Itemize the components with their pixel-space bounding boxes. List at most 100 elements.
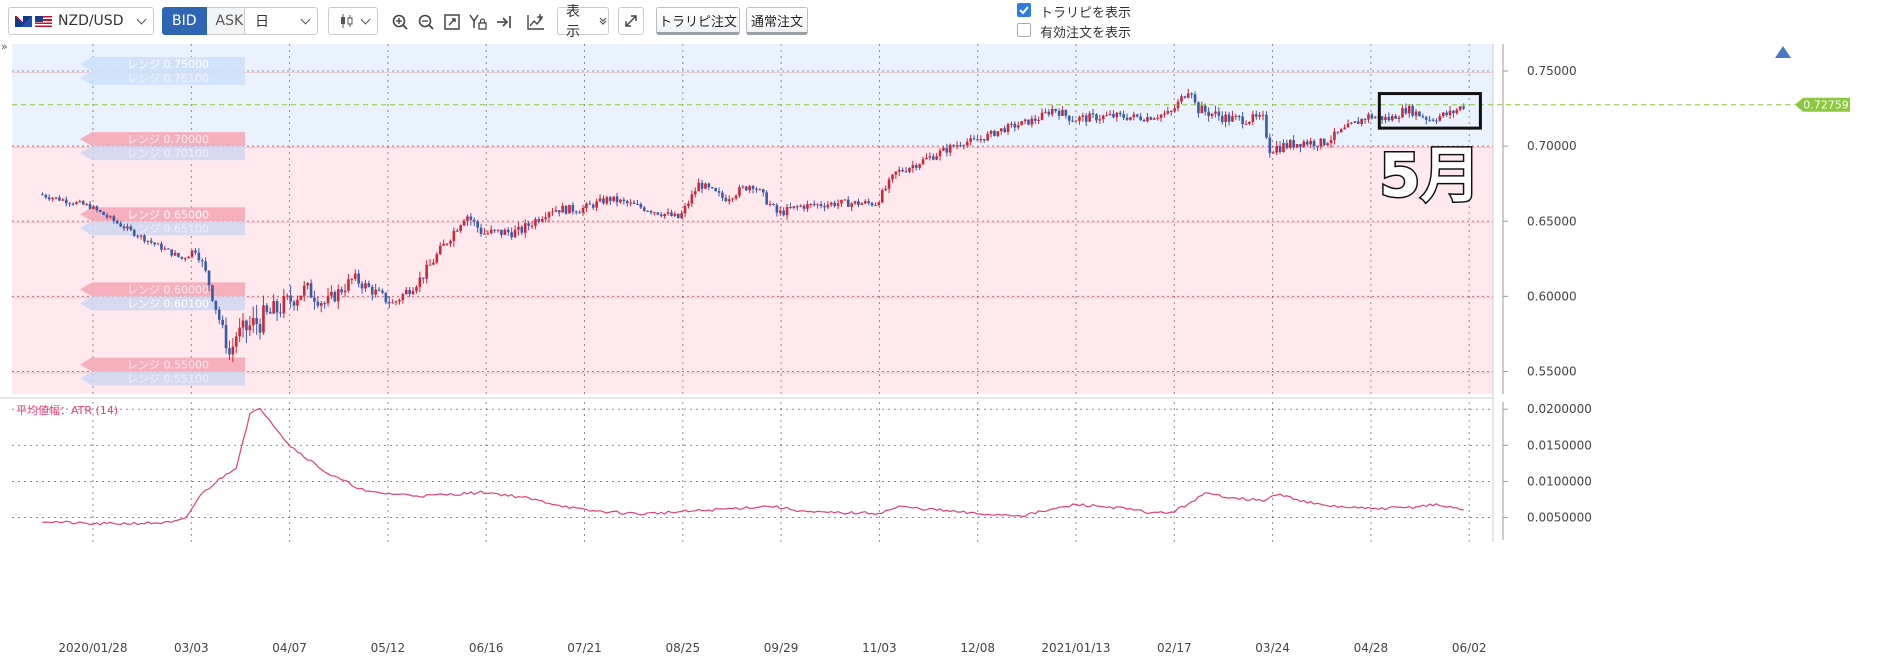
candle <box>1333 127 1336 145</box>
candle <box>962 144 966 150</box>
candle-body <box>887 179 891 189</box>
candle <box>217 306 221 324</box>
candle <box>428 259 432 266</box>
candle <box>1339 128 1343 133</box>
trap-repeat-order-button[interactable]: トラリピ注文 <box>656 7 740 35</box>
candle-body <box>360 283 364 289</box>
candle <box>1166 106 1170 115</box>
candle <box>1261 110 1265 121</box>
candle-body <box>625 201 629 204</box>
candle-body <box>1312 140 1316 147</box>
candle <box>816 203 819 209</box>
candle-body <box>1125 117 1129 120</box>
candle <box>1295 144 1299 149</box>
candle-body <box>904 171 908 173</box>
candle-body <box>1091 113 1095 115</box>
candle-body <box>119 223 122 227</box>
candle-body <box>245 320 248 331</box>
fit-button[interactable] <box>440 10 464 34</box>
candle <box>969 134 972 146</box>
y-axis-lock-icon <box>469 14 487 30</box>
candle-body <box>755 188 758 190</box>
y-axis-lock-button[interactable] <box>466 10 490 34</box>
candle-body <box>1115 112 1119 118</box>
candle-body <box>1261 114 1265 116</box>
chart-type-select[interactable] <box>328 7 378 35</box>
candle <box>1115 111 1119 122</box>
zoom-in-button[interactable] <box>388 10 412 34</box>
candle <box>1441 112 1445 118</box>
bid-button[interactable]: BID <box>162 7 207 35</box>
candle <box>561 202 564 213</box>
candle-body <box>663 213 666 217</box>
candle-body <box>1135 114 1139 117</box>
candle <box>1305 139 1309 147</box>
atr-tick-label: 0.0200000 <box>1527 402 1592 416</box>
candle <box>806 200 809 212</box>
candle <box>588 200 592 205</box>
add-indicator-icon <box>527 14 544 30</box>
candle-body <box>139 235 143 237</box>
jump-latest-button[interactable] <box>492 10 516 34</box>
candle <box>1244 120 1248 125</box>
candle <box>955 141 959 150</box>
candle-body <box>826 204 830 208</box>
range-label-secondary: レンジ 0.65100 <box>127 222 209 235</box>
candle-body <box>265 305 269 312</box>
candle <box>789 202 792 209</box>
candle <box>1401 104 1404 118</box>
candle <box>211 284 214 303</box>
add-indicator-button[interactable] <box>524 10 548 34</box>
candle-body <box>802 205 806 209</box>
candle <box>387 296 391 309</box>
zoom-out-button[interactable] <box>414 10 438 34</box>
timeframe-select[interactable]: 日 <box>244 7 318 35</box>
candle-body <box>486 233 490 235</box>
time-tick-label: 04/28 <box>1354 641 1389 655</box>
time-tick-label: 12/08 <box>960 641 995 655</box>
candle-body <box>170 249 173 256</box>
candle-body <box>415 286 418 292</box>
symbol-select[interactable]: NZD/USD <box>8 7 154 35</box>
candle-body <box>302 285 306 296</box>
display-menu-button[interactable]: 表示 <box>557 4 609 40</box>
candlestick-series <box>41 88 1465 363</box>
candle <box>1367 112 1370 123</box>
candle <box>615 192 619 207</box>
candle-body <box>211 285 214 301</box>
candle <box>564 205 568 215</box>
candle <box>707 182 711 191</box>
candle-body <box>105 215 109 218</box>
candle-body <box>768 203 772 205</box>
candle <box>1237 114 1241 121</box>
candle-body <box>571 204 575 212</box>
expand-button[interactable] <box>618 7 644 35</box>
candle <box>1047 109 1051 117</box>
candle-body <box>836 203 840 206</box>
candle-body <box>398 300 401 302</box>
candle-body <box>659 214 663 217</box>
candle-body <box>466 216 469 221</box>
time-tick-label: 2020/01/28 <box>58 641 127 655</box>
candle <box>880 188 884 204</box>
time-tick-label: 08/25 <box>666 641 701 655</box>
candle-body <box>520 226 524 233</box>
candle <box>884 185 887 192</box>
candle <box>721 190 724 201</box>
candle <box>1346 119 1350 128</box>
candle-body <box>731 198 734 200</box>
candle <box>714 187 717 192</box>
candle <box>513 225 517 238</box>
show-active-orders-checkbox[interactable] <box>1017 23 1031 37</box>
normal-order-button[interactable]: 通常注文 <box>746 7 808 35</box>
candle <box>1183 95 1187 99</box>
candle-body <box>1122 114 1125 118</box>
candle-body <box>408 289 411 295</box>
candle <box>54 197 58 200</box>
candle-body <box>1424 117 1428 120</box>
show-trap-checkbox[interactable] <box>1017 3 1031 17</box>
candle <box>517 222 520 236</box>
